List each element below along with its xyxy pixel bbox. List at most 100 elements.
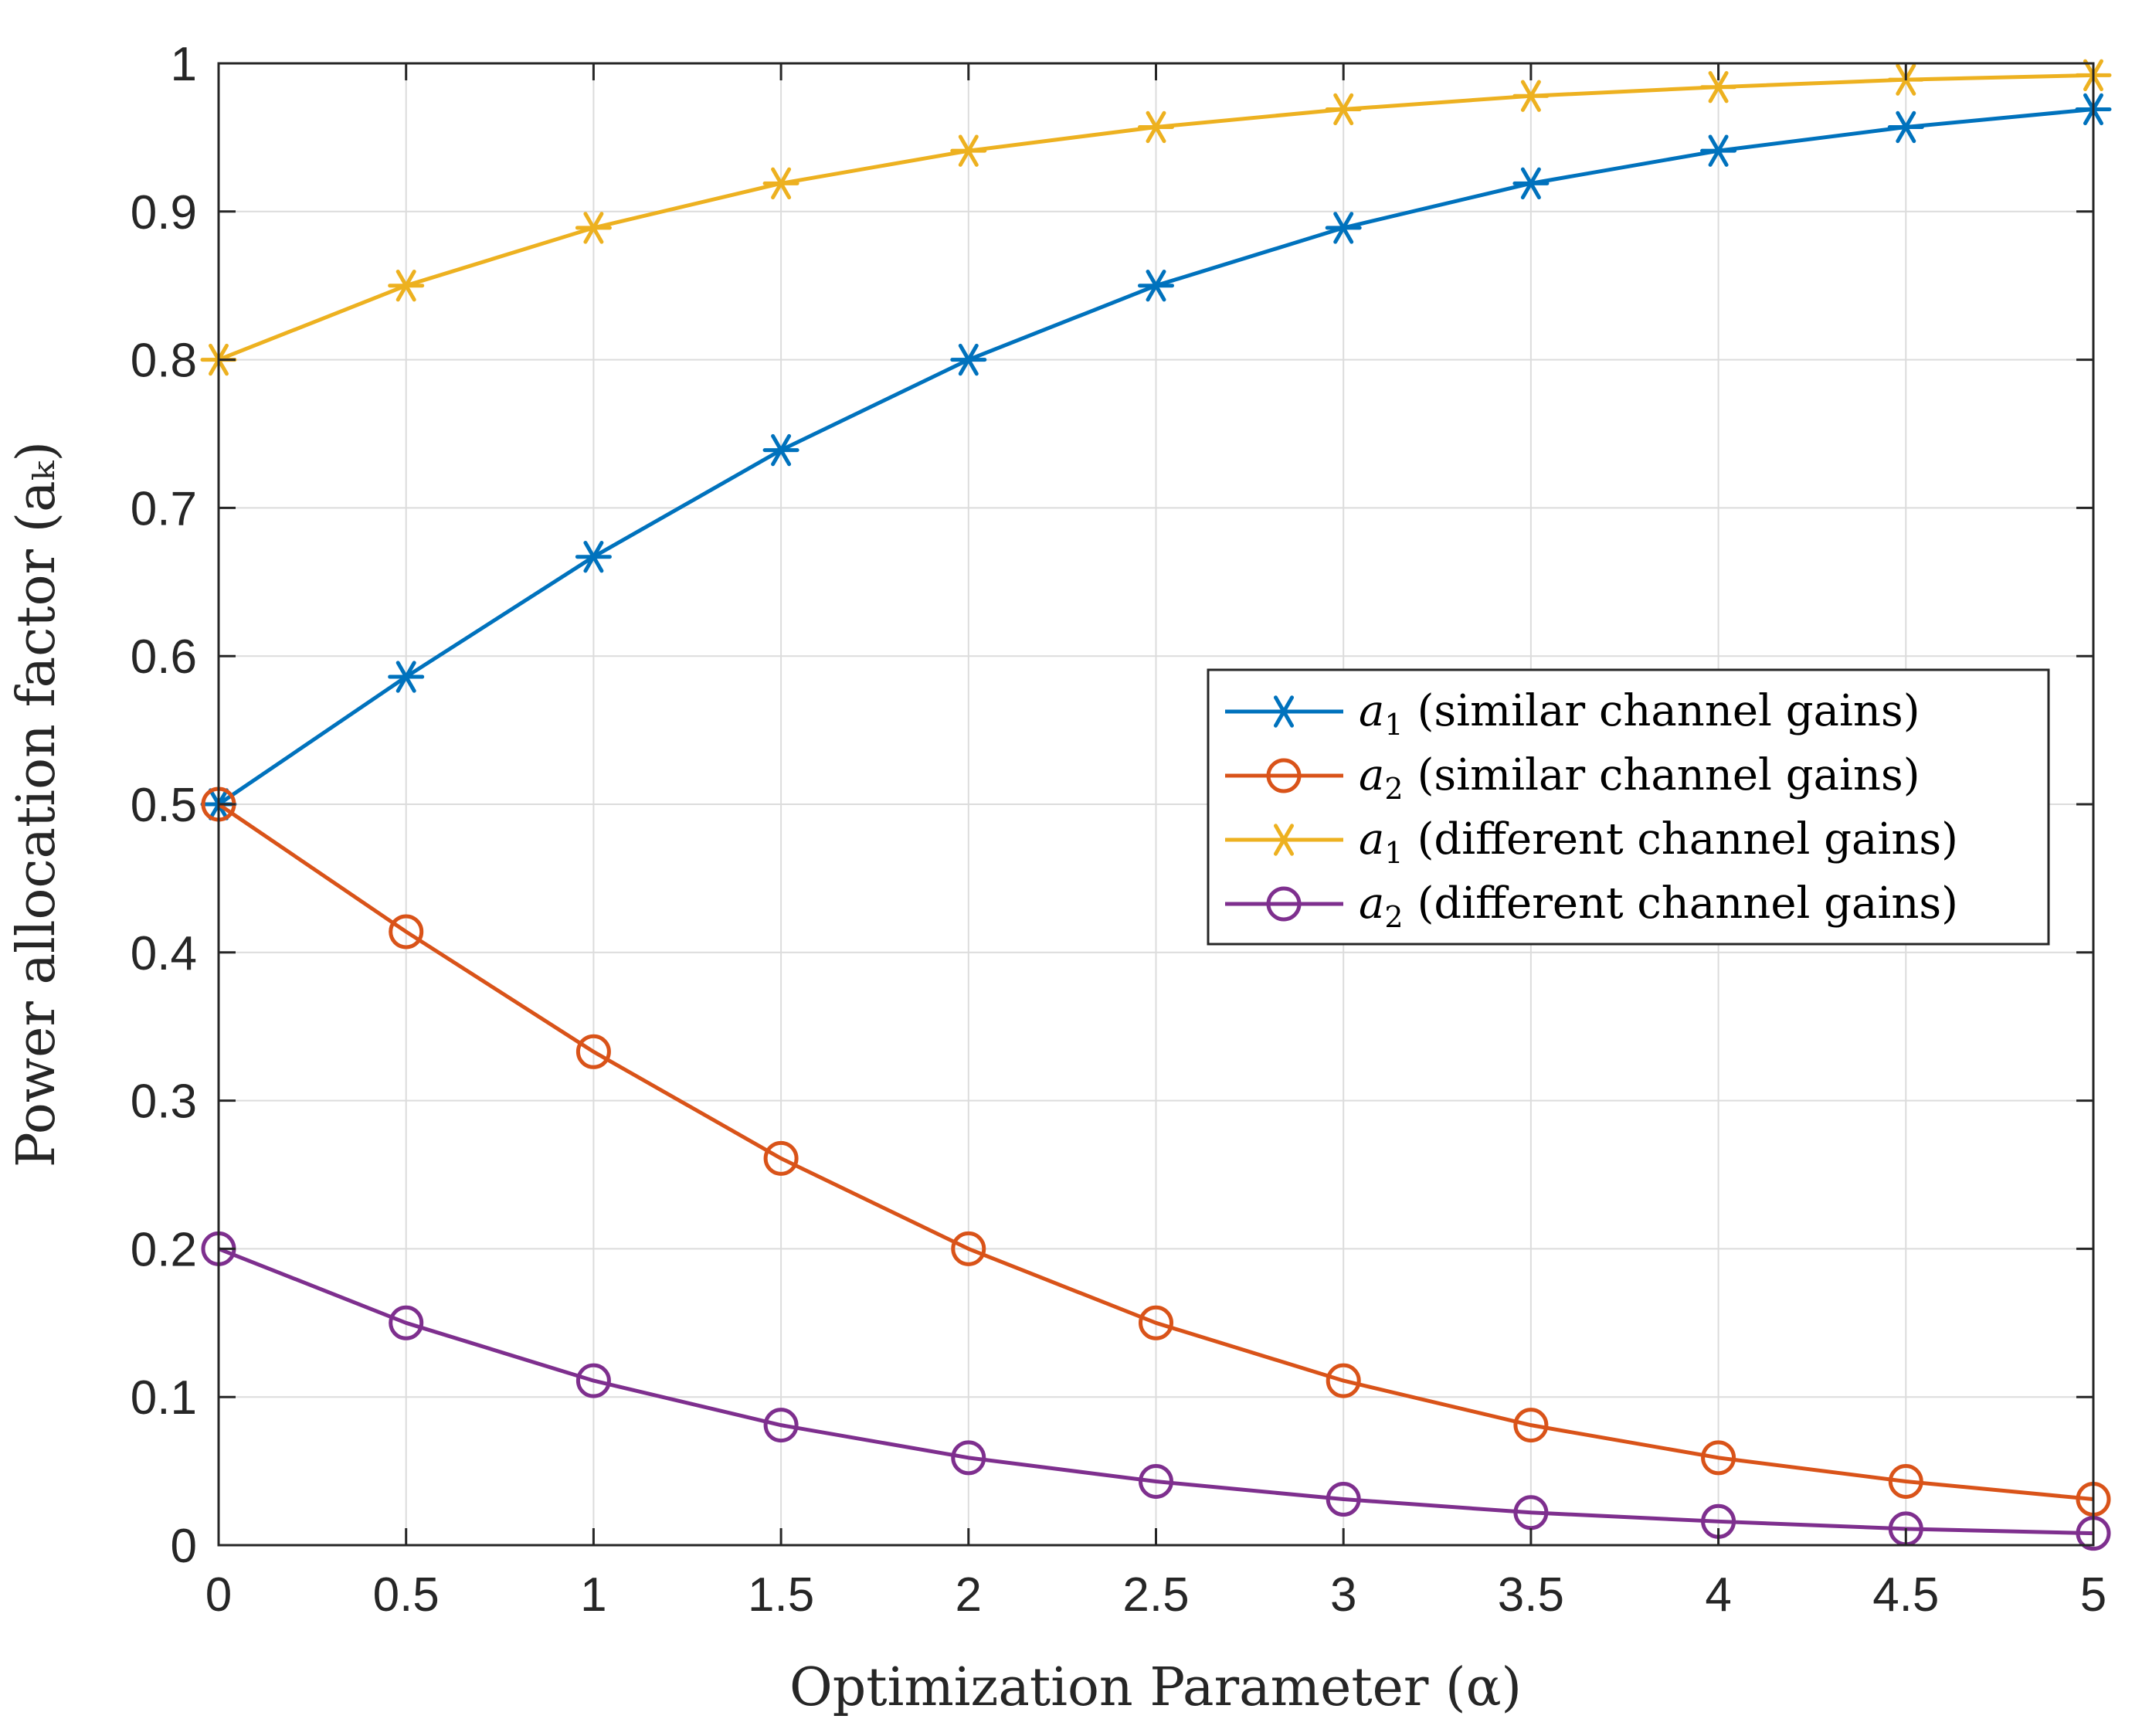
data-point-stroke (771, 167, 792, 200)
legend-item: a1 (similar channel gains) (1225, 686, 1920, 742)
y-axis-label: Power allocation factor (aₖ) (6, 441, 67, 1167)
data-point (1701, 1440, 1736, 1476)
data-point (1139, 1305, 1173, 1340)
x-tick-label: 5 (2080, 1568, 2106, 1622)
y-tick-label: 0.7 (131, 482, 197, 535)
legend-label: a2 (different channel gains) (1359, 878, 1958, 934)
legend-symbol: a (1359, 750, 1384, 800)
data-point (1326, 1482, 1361, 1517)
data-point (1513, 1495, 1549, 1530)
x-tick-label: 2 (956, 1568, 982, 1622)
legend-item: a2 (different channel gains) (1225, 878, 1958, 934)
x-axis-label: Optimization Parameter (α) (789, 1657, 1522, 1718)
data-point (388, 661, 425, 693)
legend-marker (1266, 886, 1302, 922)
data-point-stroke (1146, 270, 1166, 302)
legend-label: a2 (similar channel gains) (1359, 750, 1920, 806)
legend-description: (different channel gains) (1417, 878, 1958, 929)
data-point (1512, 80, 1550, 112)
data-point (763, 1408, 799, 1443)
data-point (1326, 1363, 1361, 1398)
data-point (1325, 212, 1362, 244)
x-tick-label: 3.5 (1498, 1568, 1564, 1622)
x-tick-label: 0.5 (373, 1568, 440, 1622)
legend-subscript: 1 (1384, 836, 1403, 870)
y-tick-label: 0.5 (131, 779, 197, 832)
legend-symbol: a (1359, 878, 1384, 929)
data-point-stroke (1896, 110, 1916, 144)
data-point-stroke (958, 343, 979, 376)
data-point (575, 541, 612, 573)
data-point (1139, 1464, 1173, 1500)
data-point (1700, 134, 1737, 167)
data-point (388, 270, 425, 302)
data-point (951, 1231, 986, 1266)
data-point-stroke (1520, 80, 1541, 112)
data-point (575, 1363, 611, 1398)
data-point (1325, 93, 1362, 126)
data-point (1512, 167, 1550, 200)
data-point-stroke (958, 134, 979, 167)
legend-marker (1265, 824, 1302, 856)
data-point (575, 212, 612, 244)
legend-description: (similar channel gains) (1417, 686, 1920, 736)
data-point (950, 134, 987, 167)
y-tick-label: 0.1 (131, 1371, 197, 1425)
legend-label: a1 (similar channel gains) (1359, 686, 1920, 742)
legend-description: (similar channel gains) (1417, 750, 1920, 800)
x-tick-label: 0 (205, 1568, 232, 1622)
series-3 (200, 59, 2112, 376)
data-point-stroke (1708, 71, 1729, 104)
data-point-stroke (583, 212, 604, 244)
data-point (575, 1034, 611, 1069)
y-tick-label: 0.3 (131, 1075, 197, 1129)
x-tick-label: 4.5 (1872, 1568, 1939, 1622)
series-line (217, 802, 2094, 1502)
legend-marker-stroke (1274, 824, 1294, 856)
axis-ticks: 0 0.5 1 1.5 2 2.5 3 3.5 4 4.5 5 0 0.1 0.2 0.3 0.4 0.5 0.6… (131, 38, 2106, 1622)
data-point-stroke (395, 661, 416, 693)
y-tick-label: 0.9 (131, 186, 197, 240)
x-tick-label: 3 (1330, 1568, 1356, 1622)
legend-box (1207, 668, 2050, 946)
data-point (1887, 110, 1924, 144)
data-point-stroke (771, 433, 792, 467)
y-tick-label: 0.4 (131, 927, 197, 980)
legend-subscript: 2 (1384, 772, 1403, 806)
series-line (218, 1247, 2094, 1536)
legend-marker-stroke (1274, 695, 1294, 728)
data-point-stroke (1333, 212, 1354, 244)
y-tick-label: 0.8 (131, 335, 197, 388)
x-tick-label: 2.5 (1122, 1568, 1189, 1622)
data-point-stroke (583, 541, 604, 573)
legend: a1 (similar channel gains)a2 (similar chan… (1207, 668, 2050, 946)
legend-marker (1265, 695, 1302, 728)
data-point (951, 1440, 986, 1476)
data-point (389, 914, 424, 950)
legend-symbol: a (1359, 686, 1384, 736)
data-point (389, 1305, 424, 1340)
data-point (1513, 1408, 1549, 1443)
data-point-stroke (1146, 110, 1166, 144)
y-tick-label: 1 (171, 38, 197, 91)
series-layer (200, 59, 2112, 1551)
data-point (1888, 1464, 1923, 1500)
data-point-stroke (1333, 93, 1354, 126)
data-point (763, 1140, 799, 1176)
x-tick-label: 4 (1705, 1568, 1731, 1622)
data-point-stroke (395, 270, 416, 302)
x-tick-label: 1.5 (748, 1568, 814, 1622)
legend-item: a2 (similar channel gains) (1225, 750, 1920, 806)
legend-marker (1266, 758, 1302, 793)
y-tick-label: 0.6 (131, 630, 197, 684)
data-point-stroke (1520, 167, 1541, 200)
legend-symbol: a (1359, 814, 1384, 865)
legend-subscript: 2 (1384, 900, 1403, 934)
legend-description: (different channel gains) (1417, 814, 1958, 865)
y-tick-label: 0.2 (131, 1223, 197, 1276)
data-point (1138, 270, 1174, 302)
data-point (1700, 71, 1737, 104)
data-point (1138, 110, 1174, 144)
data-point (762, 167, 799, 200)
